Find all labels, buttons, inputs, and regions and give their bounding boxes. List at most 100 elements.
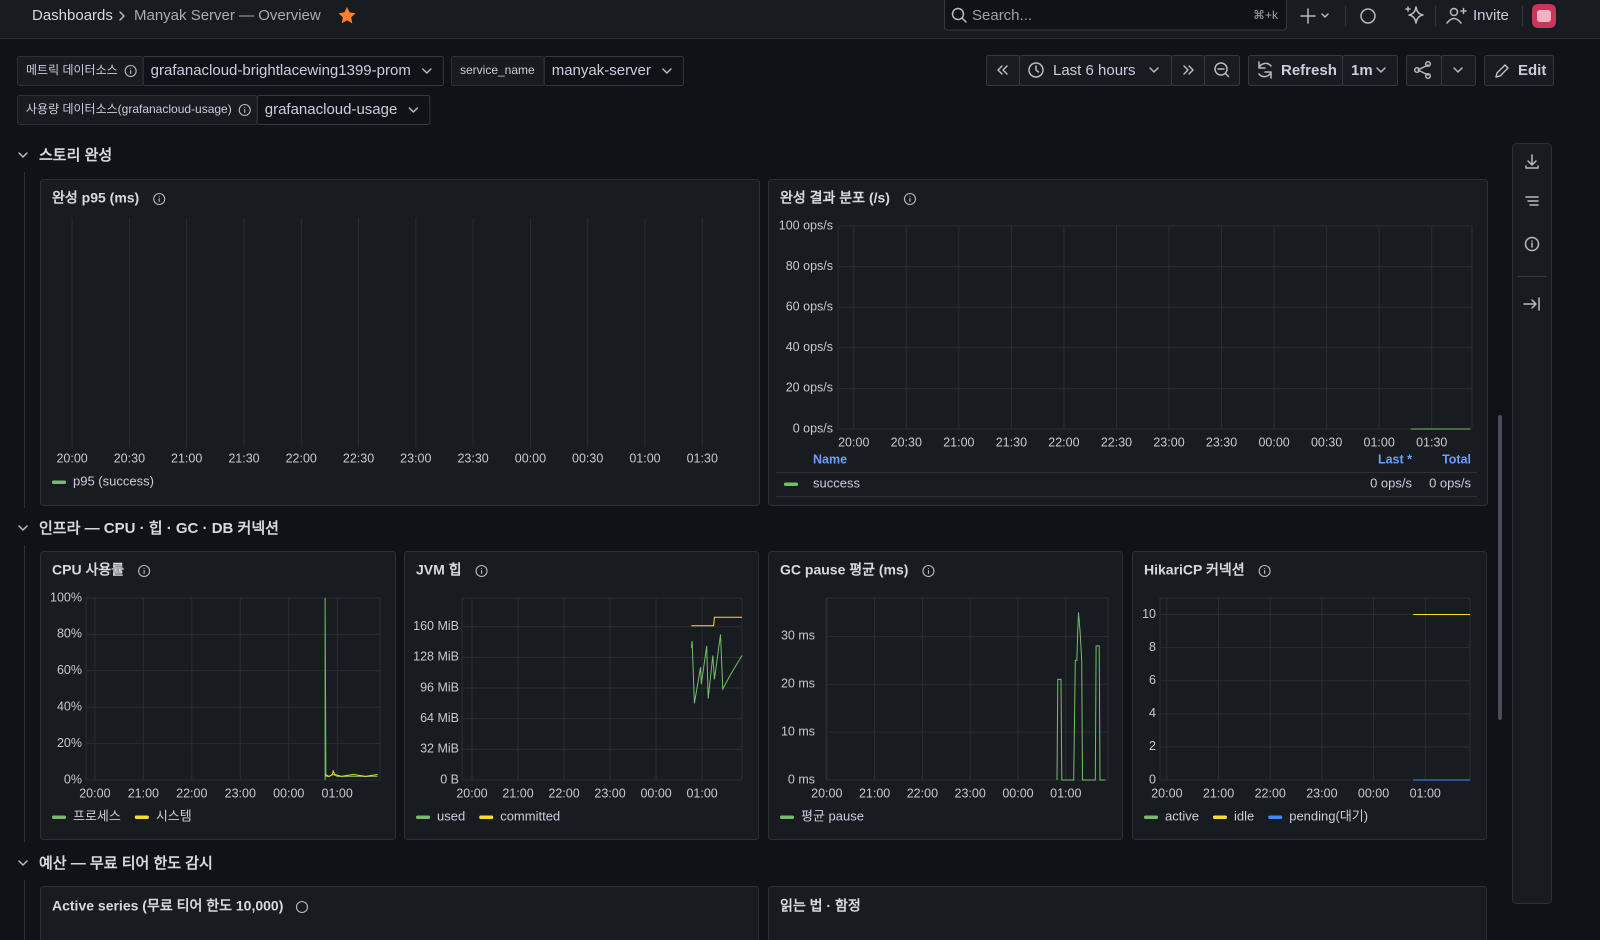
x-tick-label: 00:00	[1358, 786, 1389, 800]
y-tick-label: 0 B	[440, 772, 459, 786]
x-tick-label: 01:00	[322, 786, 353, 800]
legend-swatch	[1144, 815, 1158, 819]
edit-label[interactable]: Edit	[1518, 62, 1546, 79]
search-box[interactable]	[944, 0, 1287, 31]
variable-chevron[interactable]	[408, 107, 419, 113]
x-tick-label: 20:00	[456, 786, 487, 800]
legend-item[interactable]: 시스템	[156, 808, 192, 823]
invite-button[interactable]: Invite	[1473, 7, 1509, 24]
info-icon[interactable]	[475, 564, 488, 578]
legend-item[interactable]: p95 (success)	[73, 473, 154, 488]
row-toggle[interactable]	[18, 525, 28, 531]
help-icon[interactable]	[1360, 8, 1376, 24]
row-toggle[interactable]	[18, 152, 28, 158]
x-tick-label: 21:00	[1203, 786, 1234, 800]
info-icon[interactable]	[124, 64, 137, 78]
info-icon[interactable]	[153, 192, 166, 206]
x-tick-label: 23:30	[1206, 435, 1237, 449]
y-tick-label: 60%	[57, 663, 82, 677]
panel-title: 완성 결과 분포 (/s)	[780, 190, 890, 206]
info-icon[interactable]	[238, 103, 251, 117]
x-tick-label: 21:00	[502, 786, 533, 800]
legend-item[interactable]: used	[437, 808, 465, 823]
add-chevron[interactable]	[1321, 13, 1329, 18]
legend-swatch	[52, 480, 66, 484]
breadcrumb-link[interactable]: Dashboards	[32, 7, 113, 24]
assistant-icon[interactable]	[1405, 6, 1424, 24]
collapse-icon[interactable]	[1523, 297, 1540, 311]
x-tick-label: 01:00	[629, 451, 660, 465]
invite-icon[interactable]	[1449, 7, 1459, 17]
scrollbar[interactable]	[1498, 415, 1502, 720]
y-tick-label: 100%	[50, 590, 82, 604]
x-tick-label: 00:00	[640, 786, 671, 800]
x-tick-label: 20:00	[811, 786, 842, 800]
refresh-interval[interactable]	[1342, 55, 1398, 86]
legend-item[interactable]: 프로세스	[73, 808, 121, 823]
legend-header[interactable]: Total	[1442, 452, 1471, 466]
breadcrumb-current: Manyak Server — Overview	[134, 7, 321, 24]
x-tick-label: 23:30	[457, 451, 488, 465]
row-title[interactable]: 예산 — 무료 티어 한도 감시	[39, 854, 213, 872]
info-icon[interactable]	[138, 564, 151, 578]
time-range[interactable]: Last 6 hours	[1053, 62, 1136, 79]
info-icon[interactable]	[903, 192, 917, 206]
x-tick-label: 01:30	[1416, 435, 1447, 449]
variable-label: 메트릭 데이터소스	[26, 63, 118, 77]
legend-name[interactable]: success	[813, 475, 860, 490]
variable-value[interactable]: grafanacloud-usage	[265, 101, 398, 118]
refresh-label[interactable]: Refresh	[1281, 62, 1337, 79]
x-tick-label: 23:00	[1306, 786, 1337, 800]
favorite-star[interactable]	[338, 7, 356, 24]
legend-item[interactable]: idle	[1234, 808, 1254, 823]
edit[interactable]	[1484, 55, 1554, 86]
row-title[interactable]: 인프라 — CPU · 힙 · GC · DB 커넥션	[39, 519, 279, 537]
legend-total: 0 ops/s	[1429, 475, 1471, 490]
add-icon[interactable]	[1300, 8, 1316, 24]
share[interactable]	[1406, 55, 1442, 86]
info-icon[interactable]	[1258, 564, 1271, 578]
x-tick-label: 21:30	[228, 451, 259, 465]
legend-item[interactable]: active	[1165, 808, 1199, 823]
x-tick-label: 01:00	[686, 786, 717, 800]
zoom-out[interactable]	[1204, 55, 1240, 86]
export-icon[interactable]	[1525, 154, 1539, 169]
variable-select[interactable]	[142, 56, 444, 86]
variable-select[interactable]	[543, 56, 684, 86]
x-tick-label: 20:00	[56, 451, 87, 465]
top-bar	[0, 0, 1600, 38]
outline-icon[interactable]	[1525, 196, 1539, 206]
row-title[interactable]: 스토리 완성	[39, 146, 112, 164]
legend-header[interactable]: Name	[813, 452, 847, 466]
refresh-interval-chevron[interactable]	[1376, 67, 1386, 73]
legend-item[interactable]: 평균 pause	[801, 808, 864, 823]
info-icon[interactable]	[1524, 236, 1540, 252]
variable-value[interactable]: manyak-server	[552, 62, 651, 79]
row-toggle[interactable]	[18, 860, 28, 866]
variable-chevron[interactable]	[422, 68, 432, 74]
variable-select[interactable]	[256, 95, 431, 125]
y-tick-label: 128 MiB	[413, 650, 459, 664]
y-tick-label: 0	[1149, 772, 1156, 786]
legend-item[interactable]: pending(대기)	[1289, 808, 1368, 823]
search-placeholder: Search...	[972, 7, 1032, 24]
info-icon[interactable]	[922, 564, 935, 578]
legend-item[interactable]: committed	[500, 808, 560, 823]
variable-chevron[interactable]	[662, 68, 672, 74]
y-tick-label: 6	[1149, 673, 1156, 687]
share-chevron[interactable]	[1453, 67, 1463, 73]
share-icon-node	[1413, 66, 1421, 74]
y-tick-label: 8	[1149, 640, 1156, 654]
refresh-interval-value[interactable]: 1m	[1351, 62, 1373, 79]
variable-value[interactable]: grafanacloud-brightlacewing1399-prom	[151, 62, 411, 79]
legend-header[interactable]: Last *	[1378, 452, 1412, 466]
panel	[1132, 551, 1487, 840]
x-tick-label: 00:30	[1311, 435, 1342, 449]
time-picker-chevron[interactable]	[1149, 67, 1159, 73]
invite-icon-body[interactable]	[1446, 7, 1467, 24]
panel-info-icon[interactable]	[295, 900, 309, 914]
series-line	[690, 634, 743, 704]
y-tick-label: 0 ms	[788, 772, 815, 786]
legend-swatch	[479, 815, 494, 819]
legend-swatch	[780, 815, 794, 819]
